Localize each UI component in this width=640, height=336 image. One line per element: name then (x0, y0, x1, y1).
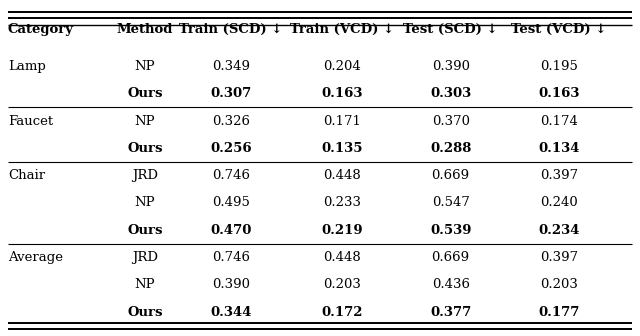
Text: 0.234: 0.234 (538, 224, 580, 237)
Text: Ours: Ours (127, 87, 163, 100)
Text: Train (VCD) ↓: Train (VCD) ↓ (291, 23, 394, 36)
Text: 0.470: 0.470 (210, 224, 252, 237)
Text: 0.669: 0.669 (431, 251, 470, 264)
Text: 0.448: 0.448 (323, 169, 361, 182)
Text: JRD: JRD (132, 251, 158, 264)
Text: 0.746: 0.746 (212, 251, 250, 264)
Text: Chair: Chair (8, 169, 45, 182)
Text: NP: NP (134, 60, 155, 73)
Text: 0.390: 0.390 (212, 279, 250, 291)
Text: Average: Average (8, 251, 63, 264)
Text: 0.195: 0.195 (540, 60, 578, 73)
Text: NP: NP (134, 115, 155, 128)
Text: NP: NP (134, 197, 155, 209)
Text: 0.219: 0.219 (321, 224, 363, 237)
Text: 0.171: 0.171 (323, 115, 361, 128)
Text: 0.163: 0.163 (321, 87, 363, 100)
Text: Faucet: Faucet (8, 115, 53, 128)
Text: 0.177: 0.177 (538, 306, 580, 319)
Text: Ours: Ours (127, 142, 163, 155)
Text: 0.288: 0.288 (430, 142, 471, 155)
Text: 0.746: 0.746 (212, 169, 250, 182)
Text: 0.174: 0.174 (540, 115, 578, 128)
Text: 0.448: 0.448 (323, 251, 361, 264)
Text: 0.370: 0.370 (431, 115, 470, 128)
Text: 0.233: 0.233 (323, 197, 362, 209)
Text: Method: Method (116, 23, 173, 36)
Text: 0.204: 0.204 (323, 60, 361, 73)
Text: 0.397: 0.397 (540, 169, 578, 182)
Text: 0.203: 0.203 (323, 279, 361, 291)
Text: 0.547: 0.547 (432, 197, 470, 209)
Text: JRD: JRD (132, 169, 158, 182)
Text: 0.344: 0.344 (210, 306, 252, 319)
Text: 0.669: 0.669 (431, 169, 470, 182)
Text: 0.307: 0.307 (210, 87, 252, 100)
Text: 0.240: 0.240 (540, 197, 578, 209)
Text: NP: NP (134, 279, 155, 291)
Text: Test (VCD) ↓: Test (VCD) ↓ (511, 23, 607, 36)
Text: 0.349: 0.349 (212, 60, 250, 73)
Text: 0.326: 0.326 (212, 115, 250, 128)
Text: 0.436: 0.436 (431, 279, 470, 291)
Text: 0.377: 0.377 (430, 306, 471, 319)
Text: 0.163: 0.163 (538, 87, 580, 100)
Text: 0.495: 0.495 (212, 197, 250, 209)
Text: 0.134: 0.134 (538, 142, 580, 155)
Text: 0.256: 0.256 (210, 142, 252, 155)
Text: Test (SCD) ↓: Test (SCD) ↓ (403, 23, 498, 36)
Text: 0.303: 0.303 (430, 87, 471, 100)
Text: 0.397: 0.397 (540, 251, 578, 264)
Text: Ours: Ours (127, 306, 163, 319)
Text: 0.172: 0.172 (321, 306, 363, 319)
Text: Ours: Ours (127, 224, 163, 237)
Text: 0.390: 0.390 (431, 60, 470, 73)
Text: Lamp: Lamp (8, 60, 45, 73)
Text: Category: Category (8, 23, 74, 36)
Text: 0.203: 0.203 (540, 279, 578, 291)
Text: 0.539: 0.539 (430, 224, 472, 237)
Text: Train (SCD) ↓: Train (SCD) ↓ (179, 23, 282, 36)
Text: 0.135: 0.135 (321, 142, 363, 155)
